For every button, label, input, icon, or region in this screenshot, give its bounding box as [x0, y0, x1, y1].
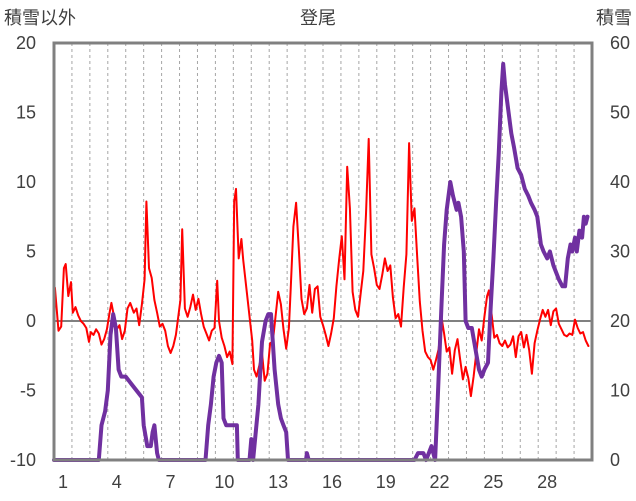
right-tick-label: 0 [610, 450, 620, 470]
left-tick-label: -10 [10, 450, 36, 470]
x-tick-label: 22 [430, 472, 450, 492]
right-tick-label: 10 [610, 381, 630, 401]
left-tick-label: 0 [26, 311, 36, 331]
x-tick-label: 19 [376, 472, 396, 492]
right-tick-label: 50 [610, 103, 630, 123]
x-tick-label: 13 [268, 472, 288, 492]
right-axis-label: 積雪 [596, 8, 632, 29]
right-tick-label: 20 [610, 311, 630, 331]
right-tick-label: 30 [610, 242, 630, 262]
left-tick-label: 20 [16, 33, 36, 53]
left-tick-labels: -10 -5 0 5 10 15 20 [10, 33, 36, 470]
x-tick-label: 28 [537, 472, 557, 492]
x-tick-labels: 1 4 7 10 13 16 19 22 25 28 [58, 472, 557, 492]
left-axis-label: 積雪以外 [4, 8, 76, 29]
right-tick-label: 60 [610, 33, 630, 53]
chart-title: 登尾 [300, 8, 336, 29]
right-tick-labels: 0 10 20 30 40 50 60 [610, 33, 630, 470]
x-tick-label: 16 [322, 472, 342, 492]
x-tick-label: 4 [112, 472, 122, 492]
x-tick-label: 10 [214, 472, 234, 492]
right-tick-label: 40 [610, 172, 630, 192]
series-line-1-left-axis [53, 137, 590, 398]
left-tick-label: 10 [16, 172, 36, 192]
x-tick-label: 7 [166, 472, 176, 492]
plot-frame [52, 41, 594, 462]
x-tick-label: 25 [483, 472, 503, 492]
left-tick-label: 5 [26, 242, 36, 262]
x-tick-label: 1 [58, 472, 68, 492]
left-tick-label: 15 [16, 103, 36, 123]
plot-border [52, 41, 594, 462]
left-tick-label: -5 [20, 381, 36, 401]
